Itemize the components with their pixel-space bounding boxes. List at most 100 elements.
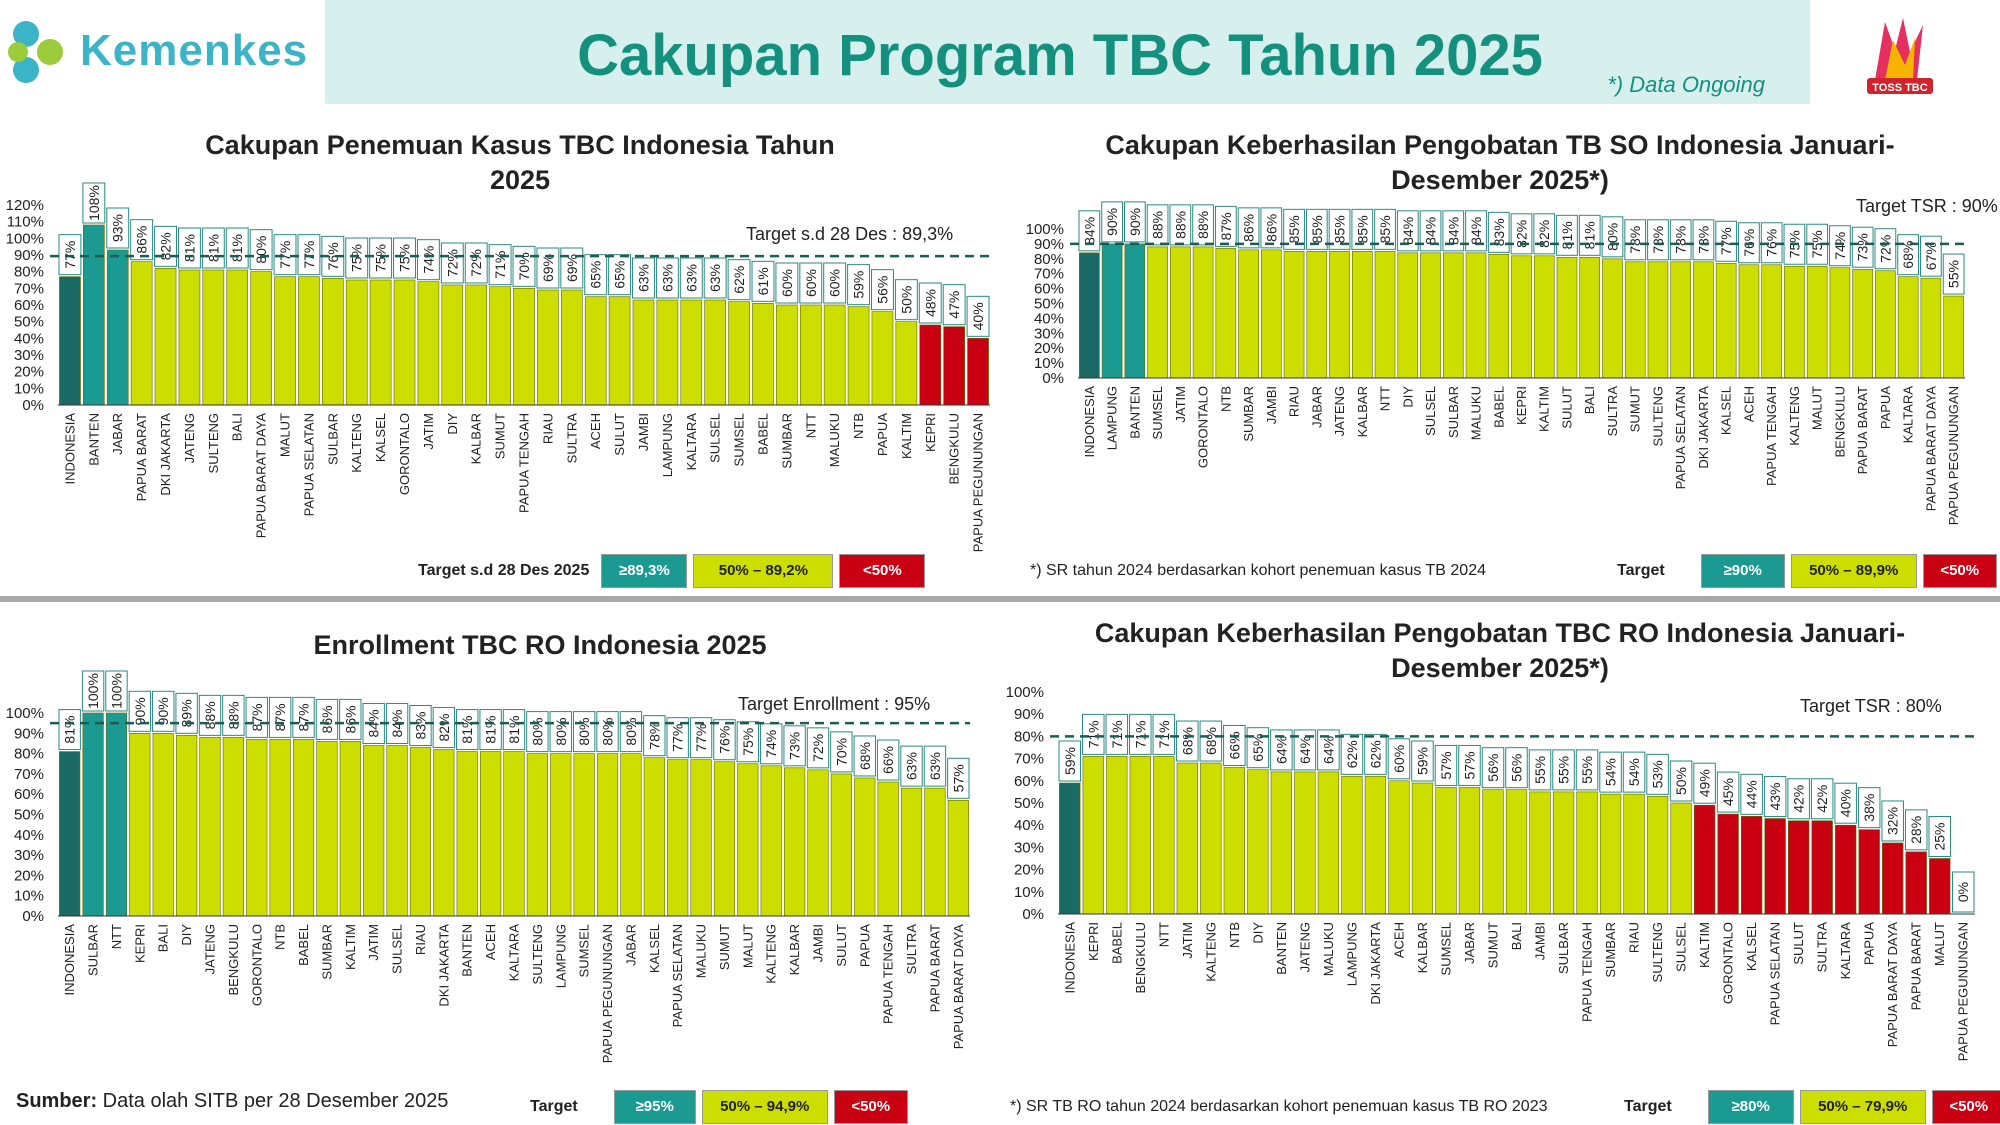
bar: [690, 759, 712, 917]
data-label: 40%: [970, 302, 986, 330]
data-label-box: [128, 690, 152, 732]
chart-title-tsr-ro: Cakupan Keberhasilan Pengobatan TBC RO I…: [1094, 618, 1906, 684]
data-label-box: [1834, 782, 1857, 824]
data-label-box: [479, 709, 502, 751]
data-label-box: [1101, 201, 1123, 243]
data-label-box: [923, 745, 947, 787]
data-label: 90%: [1104, 208, 1120, 236]
data-label-box: [1829, 225, 1851, 267]
data-label-box: [440, 242, 464, 284]
data-label: 87%: [1218, 212, 1234, 240]
legend-title: Target: [530, 1098, 578, 1115]
y-tick-label: 90%: [1014, 706, 1044, 723]
data-label: 80%: [576, 718, 592, 746]
data-label-box: [806, 727, 830, 769]
bar: [620, 753, 642, 917]
data-label: 81%: [483, 716, 499, 744]
chart-3: 0% 10% 20% 30% 40% 50% 60% 70% 80% 90% 100% 59% INDO…: [1006, 684, 1975, 1061]
bar: [178, 269, 201, 406]
data-label: 84%: [1468, 217, 1484, 245]
data-label: 87%: [272, 703, 288, 731]
bar: [1364, 776, 1387, 915]
data-label: 55%: [1946, 260, 1962, 288]
bar: [728, 301, 750, 406]
x-tick-label: RIAU: [413, 924, 428, 955]
data-label-box: [1351, 208, 1374, 250]
data-label: 72%: [1877, 235, 1893, 263]
data-label-box: [918, 282, 942, 324]
x-tick-label: SULUT: [1791, 922, 1806, 965]
x-tick-label: MALUKU: [1469, 386, 1484, 440]
x-tick-label: MALUKU: [827, 413, 842, 467]
x-tick-label: JABAR: [623, 924, 638, 966]
source-text: Data olah SITB per 28 Desember 2025: [97, 1090, 449, 1112]
target-label-penemuan: Target s.d 28 Des : 89,3%: [746, 224, 954, 244]
x-tick-label: JAMBI: [811, 924, 826, 962]
x-tick-label: INDONESIA: [62, 924, 77, 996]
x-tick-label: MALUKU: [694, 924, 709, 978]
chart-title-enrollment-ro: Enrollment TBC RO Indonesia 2025: [313, 630, 767, 660]
data-label: 62%: [731, 266, 747, 294]
x-tick-label: INDONESIA: [62, 413, 77, 485]
chart-0: 0%10%20%30%40%50%60%70%80%90%100%110%120…: [6, 182, 990, 552]
data-label-box: [1528, 749, 1552, 791]
y-tick-label: 80%: [1014, 728, 1044, 745]
legend-tsr-ro: Target ≥80% 50% – 79,9% <50%: [1624, 1090, 2000, 1124]
data-label-box: [1270, 729, 1293, 771]
bar: [1943, 295, 1964, 379]
data-label-box: [502, 709, 526, 751]
data-label: 65%: [612, 261, 628, 289]
x-tick-label: PAPUA SELATAN: [1673, 386, 1688, 489]
x-tick-label: JATENG: [182, 413, 197, 463]
bar: [1261, 249, 1282, 379]
x-tick-label: SULTRA: [904, 924, 919, 975]
toss-tbc-logo-text: TOSS TBC: [1872, 82, 1927, 94]
x-tick-label: SULUT: [612, 413, 627, 456]
data-label: 68%: [857, 742, 873, 770]
bar: [176, 735, 198, 917]
data-label-box: [1328, 208, 1351, 250]
y-tick-label: 30%: [1034, 325, 1064, 342]
data-label: 72%: [810, 734, 826, 762]
note-tsr-ro: *) SR TB RO tahun 2024 berdasarkan kohor…: [1010, 1098, 1548, 1115]
bar: [823, 304, 846, 406]
x-tick-label: SUMSEL: [577, 924, 592, 977]
x-tick-label: PAPUA PEGUNUNGAN: [1946, 386, 1961, 525]
bar: [1317, 771, 1340, 915]
x-tick-label: DIY: [179, 924, 194, 946]
bar: [82, 712, 104, 917]
data-label-box: [1857, 787, 1881, 829]
x-tick-label: BALI: [230, 413, 245, 441]
bar: [871, 311, 894, 406]
x-tick-label: LAMPUNG: [553, 924, 568, 988]
bar: [1693, 261, 1714, 379]
bar: [417, 281, 440, 406]
data-label: 81%: [181, 234, 197, 262]
bar: [632, 299, 655, 406]
data-label: 80%: [553, 718, 569, 746]
bar: [345, 279, 368, 406]
x-tick-label: KALTIM: [1537, 386, 1552, 432]
legend-mid: 50% – 89,2%: [693, 554, 834, 588]
header-band: Cakupan Program TBC Tahun 2025 *) Data O…: [325, 0, 1810, 104]
legend-penemuan: Target s.d 28 Des 2025 ≥89,3% 50% – 89,2…: [418, 554, 926, 588]
bar: [226, 269, 249, 406]
data-label: 82%: [158, 232, 174, 260]
data-label-box: [1928, 816, 1951, 857]
data-label-box: [297, 234, 321, 276]
x-tick-label: KALBAR: [469, 413, 484, 464]
data-label: 77%: [670, 724, 686, 752]
data-label: 25%: [1932, 822, 1948, 850]
data-label: 84%: [1400, 217, 1416, 245]
y-tick-label: 10%: [1014, 884, 1044, 901]
bar: [596, 753, 619, 917]
x-tick-label: BABEL: [296, 924, 311, 966]
x-tick-label: DKI JAKARTA: [436, 924, 451, 1007]
data-label: 69%: [540, 254, 556, 282]
data-label: 48%: [922, 289, 938, 317]
data-label-box: [130, 219, 154, 261]
x-tick-label: INDONESIA: [1062, 922, 1077, 994]
data-label: 85%: [1377, 215, 1393, 243]
bar: [433, 749, 455, 917]
bar: [550, 753, 572, 917]
